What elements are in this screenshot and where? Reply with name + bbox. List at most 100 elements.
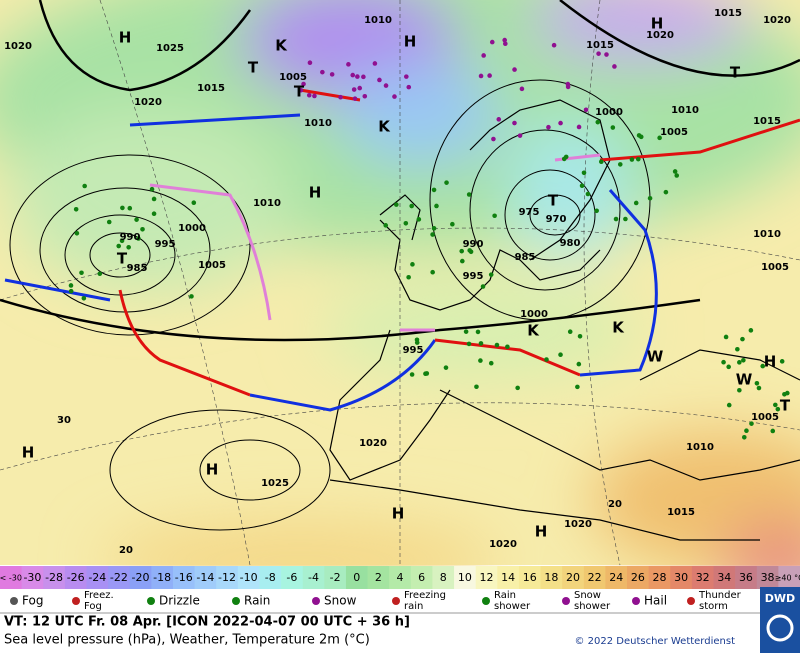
- scale-cell: [194, 566, 217, 589]
- scale-cell: [129, 566, 152, 589]
- scale-cell: [345, 566, 369, 589]
- scale-cell: [583, 566, 606, 589]
- weather-symbol: [544, 357, 549, 362]
- weather-symbol: [595, 119, 601, 125]
- legend-label: Freez. Fog: [84, 590, 114, 612]
- weather-symbol: [443, 365, 449, 370]
- weather-symbol: [406, 84, 412, 90]
- scale-label: -26: [67, 571, 85, 584]
- weather-symbol: [674, 173, 680, 178]
- weather-symbol: [444, 180, 449, 185]
- pressure-label: H: [651, 15, 664, 33]
- legend-icon: [312, 597, 320, 605]
- weather-symbol: [505, 344, 510, 350]
- pressure-label: 1000: [178, 223, 206, 234]
- scale-cell: [756, 566, 779, 589]
- weather-symbol: [517, 133, 523, 138]
- scale-cell: [43, 566, 66, 589]
- legend-icon: [147, 597, 155, 605]
- weather-symbol: [760, 363, 766, 369]
- logo-icon: [766, 614, 794, 642]
- weather-symbol: [633, 200, 639, 206]
- scale-label: -28: [45, 571, 63, 584]
- isobars: [0, 0, 800, 531]
- scale-cell: [237, 566, 260, 589]
- scale-label: -10: [240, 571, 258, 584]
- scale-label: 8: [440, 571, 447, 584]
- pressure-label: T: [248, 59, 259, 77]
- weather-symbol: [459, 248, 465, 254]
- weather-symbol: [756, 385, 762, 391]
- weather-symbol: [489, 39, 495, 45]
- weather-symbol: [404, 74, 409, 79]
- weather-symbol: [594, 208, 599, 214]
- weather-symbol: [362, 93, 368, 99]
- weather-symbol: [338, 94, 343, 100]
- pressure-label: H: [764, 353, 777, 371]
- scale-cell: [540, 566, 563, 589]
- scale-label: 18: [544, 571, 558, 584]
- weather-symbol: [431, 226, 437, 231]
- scale-cell: [216, 566, 239, 589]
- weather-symbol: [120, 205, 125, 211]
- weather-symbol: [581, 170, 587, 176]
- weather-symbol: [97, 271, 103, 277]
- pressure-label: H: [404, 33, 417, 51]
- weather-symbol: [561, 156, 567, 162]
- pressure-label: 20: [119, 545, 133, 556]
- pressure-label: 1000: [595, 107, 623, 118]
- weather-symbol: [466, 341, 472, 347]
- scale-label: 14: [501, 571, 515, 584]
- scale-label: -8: [265, 571, 276, 584]
- weather-symbol: [460, 258, 465, 264]
- weather-symbol: [779, 359, 785, 364]
- scale-label: 4: [397, 571, 404, 584]
- fronts: [4, 88, 800, 412]
- pressure-label: 1010: [304, 118, 332, 129]
- scale-label: 20: [566, 571, 580, 584]
- weather-symbol: [596, 51, 601, 56]
- weather-symbol: [567, 329, 573, 335]
- legend-panel: [0, 589, 800, 653]
- pressure-label: 1010: [753, 229, 781, 240]
- weather-symbol: [82, 183, 87, 189]
- weather-symbol: [372, 61, 378, 66]
- weather-symbol: [558, 120, 563, 126]
- scale-cell: [367, 566, 390, 589]
- scale-cell: [691, 566, 715, 589]
- weather-symbol: [403, 220, 409, 226]
- weather-symbol: [647, 195, 653, 201]
- scale-cell: [778, 566, 800, 589]
- pressure-label: 980: [560, 238, 581, 249]
- weather-symbol: [754, 380, 760, 386]
- weather-symbol: [361, 74, 366, 80]
- scale-label: 12: [479, 571, 493, 584]
- pressure-label: 1010: [686, 442, 714, 453]
- scale-cell: [627, 566, 650, 589]
- scale-label: 38: [761, 571, 775, 584]
- weather-symbol: [467, 248, 472, 253]
- weather-symbol: [106, 219, 112, 225]
- logo: DWD: [765, 592, 795, 605]
- weather-symbol: [512, 67, 517, 72]
- weather-symbol: [576, 124, 582, 130]
- pressure-label: 985: [127, 263, 148, 274]
- pressure-label: K: [378, 118, 391, 136]
- weather-symbol: [307, 60, 313, 66]
- pressure-label: 985: [515, 252, 536, 263]
- pressure-label: 1015: [753, 116, 781, 127]
- scale-cell: [432, 566, 455, 589]
- scale-cell: [151, 566, 174, 589]
- scale-cell: [64, 566, 87, 589]
- scale-cell: [281, 566, 304, 589]
- weather-symbol: [383, 83, 389, 88]
- scale-cell: [713, 566, 736, 589]
- weather-symbol: [726, 402, 732, 408]
- scale-label: 6: [418, 571, 425, 584]
- pressure-label: T: [294, 83, 305, 101]
- weather-symbol: [350, 72, 356, 78]
- weather-symbol: [638, 134, 644, 140]
- weather-symbol: [409, 203, 414, 209]
- pressure-label: 1020: [4, 41, 32, 52]
